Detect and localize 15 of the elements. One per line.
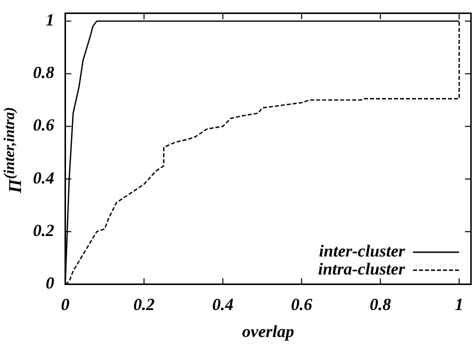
x-tick-label: 0.6 [290, 294, 313, 314]
x-axis-title: overlap [242, 322, 294, 342]
x-tick-label: 0.2 [133, 294, 156, 314]
legend-label: intra-cluster [318, 260, 406, 279]
y-tick-label: 1 [46, 10, 54, 30]
x-tick-label: 0 [61, 294, 70, 314]
y-tick-label: 0.6 [33, 116, 55, 135]
y-tick-label: 0.8 [33, 63, 55, 82]
y-tick-label: 0.4 [33, 168, 54, 188]
x-tick-label: 0.4 [212, 294, 234, 314]
y-tick-label: 0 [46, 274, 55, 293]
y-tick-label: 0.2 [33, 220, 55, 240]
x-tick-label: 1 [454, 294, 464, 314]
legend-label: inter-cluster [319, 242, 406, 261]
x-tick-label: 0.8 [370, 294, 392, 314]
